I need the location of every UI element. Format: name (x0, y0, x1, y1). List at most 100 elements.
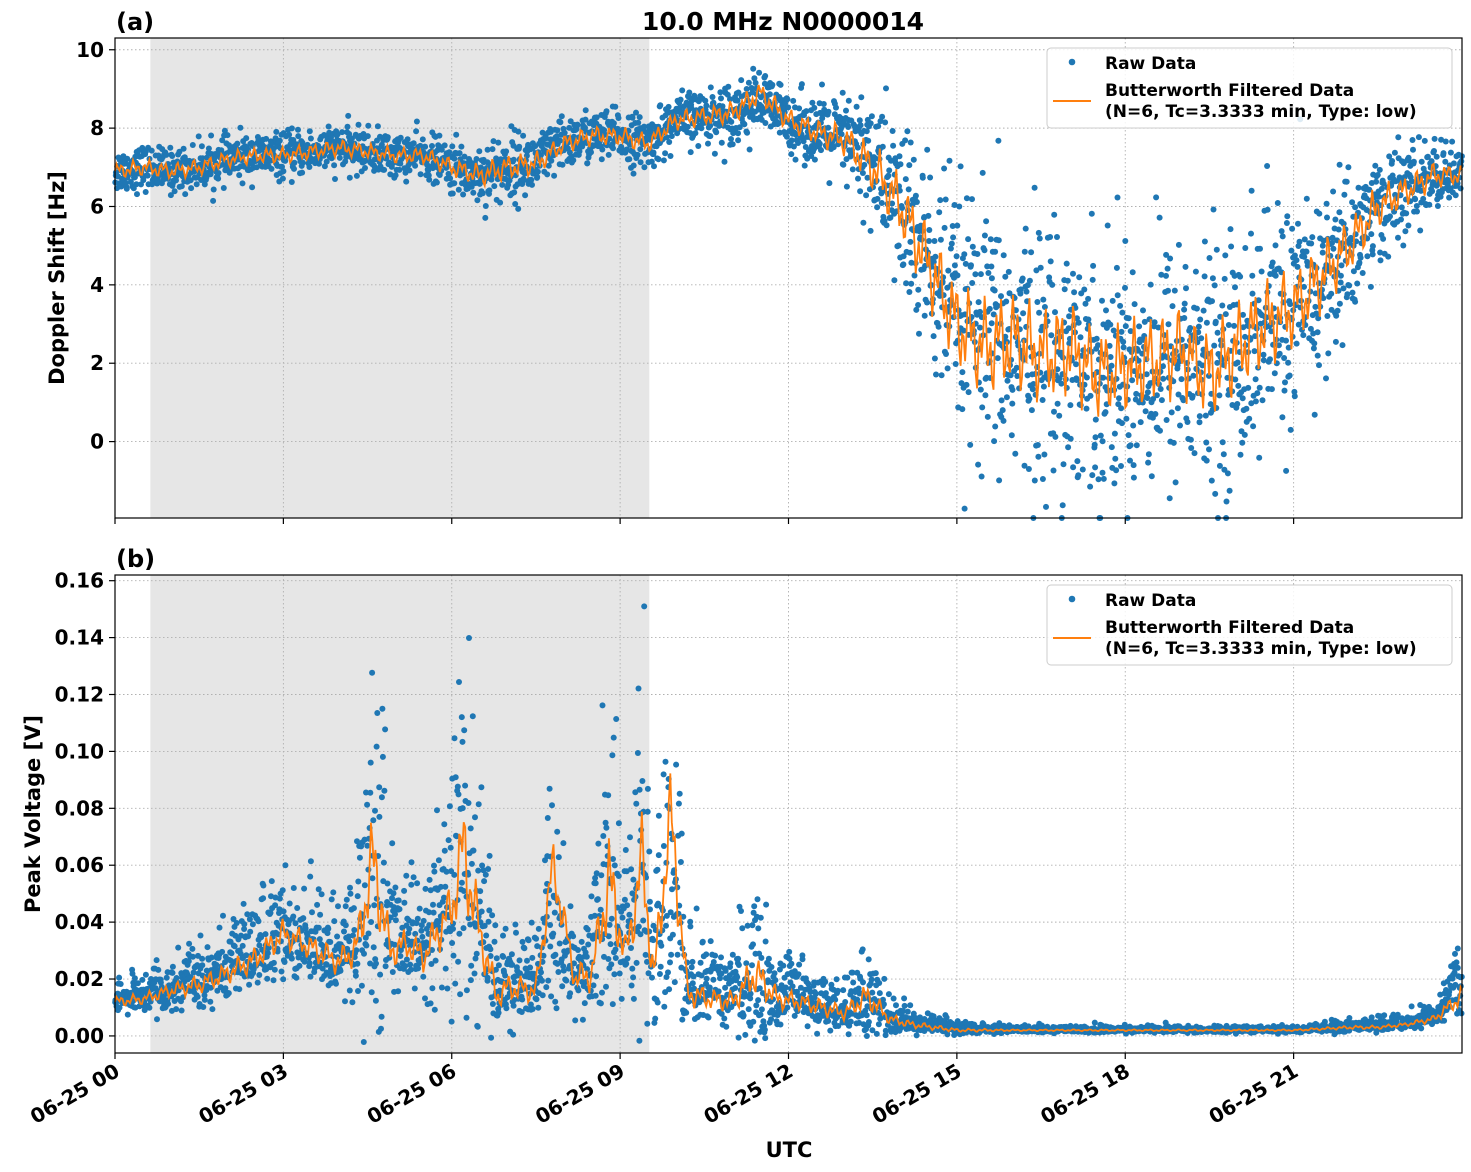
panel-a-ytick-label: 6 (90, 194, 104, 218)
panel-a-raw-point (1093, 335, 1100, 342)
panel-b-raw-point (599, 702, 606, 709)
panel-a-raw-point (123, 185, 130, 192)
panel-a-raw-point (1192, 268, 1199, 275)
panel-b-raw-point (369, 669, 376, 676)
panel-a-raw-point (1047, 258, 1054, 265)
panel-a-raw-point (1058, 380, 1065, 387)
panel-b-raw-point (635, 923, 642, 930)
panel-a-raw-point (1288, 247, 1295, 254)
panel-b-raw-point (546, 785, 553, 792)
panel-a-raw-point (855, 175, 861, 182)
panel-b-raw-point (757, 1011, 764, 1018)
panel-b-raw-point (307, 873, 314, 880)
panel-a-raw-point (630, 162, 637, 169)
panel-a-raw-point (1232, 376, 1239, 383)
panel-a-raw-point (1170, 439, 1177, 446)
panel-a-raw-point (1085, 316, 1092, 323)
panel-a-raw-point (1269, 259, 1276, 266)
panel-a-raw-point (776, 129, 783, 136)
panel-a-raw-point (748, 85, 755, 91)
panel-b-raw-point (633, 959, 640, 966)
panel-b-raw-point (707, 938, 714, 945)
panel-a-raw-point (766, 91, 773, 98)
panel-a-raw-point (570, 133, 577, 140)
panel-a-raw-point (1347, 234, 1354, 241)
panel-a-raw-point (1421, 137, 1428, 144)
panel-a-raw-point (1338, 262, 1345, 269)
panel-a-raw-point (1249, 272, 1256, 279)
panel-a-raw-point (1209, 275, 1216, 282)
panel-a-raw-point (1144, 389, 1151, 396)
panel-b-raw-point (608, 961, 615, 968)
panel-a-raw-point (1133, 390, 1140, 397)
panel-b-raw-point (710, 959, 717, 965)
panel-b-raw-point (365, 930, 372, 937)
panel-b-raw-point (528, 919, 535, 926)
panel-a-raw-point (176, 148, 183, 155)
panel-a-raw-point (610, 120, 617, 127)
panel-a-raw-point (1172, 479, 1179, 486)
panel-b-raw-point (563, 977, 570, 984)
panel-a-raw-point (1457, 185, 1464, 192)
panel-a-raw-point (1083, 374, 1090, 381)
panel-a-raw-point (937, 236, 944, 243)
panel-a-raw-point (167, 144, 174, 151)
panel-b-raw-point (219, 948, 226, 955)
panel-a-raw-point (1410, 158, 1417, 165)
panel-b-raw-point (738, 908, 744, 914)
panel-a-raw-point (863, 128, 870, 135)
panel-b-raw-point (482, 871, 489, 878)
panel-a-raw-point (1082, 300, 1089, 307)
panel-b-raw-point (117, 981, 124, 987)
panel-a-raw-point (785, 104, 792, 111)
panel-a-raw-point (1163, 251, 1170, 258)
panel-a-raw-point (1211, 342, 1218, 349)
panel-a-raw-point (299, 159, 306, 166)
panel-a-raw-point (655, 156, 662, 163)
panel-b-raw-point (762, 938, 769, 945)
panel-b-raw-point (784, 1004, 791, 1011)
panel-a-raw-point (1372, 162, 1379, 169)
panel-b-raw-point (488, 1034, 495, 1041)
panel-a-raw-point (167, 192, 174, 199)
panel-b-raw-point (466, 635, 472, 641)
panel-b-raw-point (415, 965, 422, 972)
panel-b-raw-point (403, 956, 410, 963)
panel-a-raw-point (707, 84, 714, 91)
panel-b-raw-point (220, 912, 226, 919)
panel-a-raw-point (239, 180, 246, 187)
panel-a-raw-point (1452, 192, 1459, 199)
panel-a-raw-point (1395, 234, 1401, 241)
panel-b-raw-point (646, 848, 653, 855)
panel-a-raw-point (1076, 274, 1083, 281)
panel-a-raw-point (961, 251, 968, 258)
panel-b-raw-point (300, 915, 307, 922)
panel-b-raw-point (636, 786, 643, 793)
panel-b-raw-point (543, 984, 550, 991)
panel-b-raw-point (328, 896, 335, 903)
panel-b-raw-point (346, 938, 353, 945)
panel-b-raw-point (475, 801, 482, 808)
panel-a-raw-point (601, 127, 608, 134)
panel-b-raw-point (673, 761, 680, 768)
panel-a-raw-point (963, 195, 970, 202)
panel-b-raw-point (337, 967, 344, 974)
panel-b-raw-point (652, 1015, 659, 1022)
panel-a-raw-point (889, 200, 896, 207)
panel-a-raw-point (365, 122, 372, 129)
panel-b-raw-point (579, 1016, 586, 1023)
panel-a-raw-point (1196, 419, 1203, 426)
panel-b-raw-point (786, 948, 793, 955)
panel-a-raw-point (1447, 149, 1454, 156)
panel-b-raw-point (208, 954, 215, 961)
panel-a-raw-point (1025, 466, 1032, 472)
panel-b-raw-point (640, 917, 647, 924)
panel-a-raw-point (593, 114, 600, 121)
panel-b-raw-point (621, 896, 628, 903)
panel-a-raw-point (1369, 243, 1376, 250)
panel-a-raw-point (1028, 249, 1035, 256)
panel-a-raw-point (1188, 445, 1195, 451)
panel-a-raw-point (1150, 396, 1157, 402)
panel-b-raw-point (318, 891, 325, 898)
panel-a-raw-point (1063, 260, 1070, 267)
